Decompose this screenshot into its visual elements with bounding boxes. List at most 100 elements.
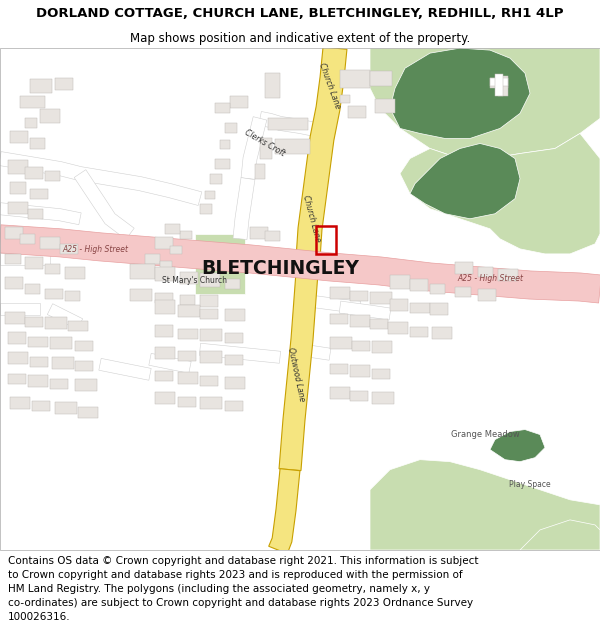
Bar <box>40 237 60 249</box>
Bar <box>78 408 98 418</box>
Bar <box>265 73 280 98</box>
Text: DORLAND COTTAGE, CHURCH LANE, BLETCHINGLEY, REDHILL, RH1 4LP: DORLAND COTTAGE, CHURCH LANE, BLETCHINGL… <box>36 7 564 20</box>
Bar <box>40 109 60 123</box>
Bar <box>178 372 198 384</box>
Bar <box>200 329 222 341</box>
Bar <box>478 289 496 301</box>
Polygon shape <box>0 202 81 224</box>
Bar <box>330 338 352 349</box>
Bar <box>180 295 195 305</box>
Bar <box>75 341 93 351</box>
Bar <box>52 357 74 369</box>
Polygon shape <box>279 258 319 471</box>
Text: Grange Meadow: Grange Meadow <box>451 430 520 439</box>
Bar <box>352 341 370 351</box>
Bar <box>230 96 248 108</box>
Bar <box>25 284 40 294</box>
Bar <box>215 159 230 169</box>
Bar <box>275 139 310 154</box>
Bar <box>25 167 43 179</box>
Text: A25 - High Street: A25 - High Street <box>457 274 523 284</box>
Bar <box>200 376 218 386</box>
Bar <box>28 376 48 388</box>
Bar <box>316 226 336 254</box>
Bar <box>30 189 48 199</box>
Bar <box>160 261 172 269</box>
Bar <box>65 267 85 279</box>
Polygon shape <box>199 343 281 363</box>
Bar <box>210 174 222 184</box>
Bar <box>55 78 73 90</box>
Bar <box>50 338 72 349</box>
Polygon shape <box>233 177 255 239</box>
Polygon shape <box>490 429 545 462</box>
Bar <box>225 401 243 411</box>
Bar <box>60 244 78 254</box>
Bar <box>25 317 43 327</box>
Bar <box>200 273 220 287</box>
Bar <box>330 364 348 374</box>
Bar <box>430 284 445 294</box>
Polygon shape <box>390 48 530 139</box>
Polygon shape <box>0 253 50 265</box>
Polygon shape <box>47 304 83 329</box>
Polygon shape <box>99 358 151 380</box>
Bar <box>265 231 280 241</box>
Bar <box>25 118 37 128</box>
Bar <box>155 300 175 314</box>
Bar <box>250 227 268 239</box>
Bar <box>455 287 471 297</box>
Text: HM Land Registry. The polygons (including the associated geometry, namely x, y: HM Land Registry. The polygons (includin… <box>8 584 430 594</box>
Bar <box>410 279 428 291</box>
Bar <box>490 78 508 88</box>
Bar <box>268 118 308 131</box>
Bar <box>45 289 63 299</box>
Bar <box>178 398 196 408</box>
Polygon shape <box>259 111 337 141</box>
Bar <box>375 99 395 113</box>
Text: Map shows position and indicative extent of the property.: Map shows position and indicative extent… <box>130 32 470 45</box>
Bar <box>372 341 392 353</box>
Text: Clerks Croft: Clerks Croft <box>244 128 287 159</box>
Text: to Crown copyright and database rights 2023 and is reproduced with the permissio: to Crown copyright and database rights 2… <box>8 570 463 580</box>
Bar <box>348 106 366 118</box>
Bar <box>200 204 212 214</box>
Bar <box>498 76 508 96</box>
Polygon shape <box>294 343 331 360</box>
Bar <box>200 295 218 307</box>
Bar <box>330 287 350 299</box>
Bar <box>495 74 503 96</box>
Bar <box>55 402 77 414</box>
Polygon shape <box>370 48 600 159</box>
Text: 100026316.: 100026316. <box>8 611 70 621</box>
Bar <box>32 401 50 411</box>
Text: BLETCHINGLEY: BLETCHINGLEY <box>201 259 359 279</box>
Polygon shape <box>520 520 600 550</box>
Bar <box>478 267 493 277</box>
Bar <box>25 257 43 269</box>
Bar <box>200 398 222 409</box>
Bar <box>220 141 230 149</box>
Bar <box>45 264 60 274</box>
Bar <box>370 71 392 86</box>
Bar <box>155 237 173 249</box>
Bar <box>155 371 173 381</box>
Bar <box>130 289 152 301</box>
Bar <box>5 227 23 239</box>
Bar <box>330 388 350 399</box>
Bar <box>75 379 97 391</box>
Bar <box>350 365 370 378</box>
Bar <box>410 303 430 313</box>
Polygon shape <box>410 144 520 219</box>
Bar <box>65 291 80 301</box>
Bar <box>28 338 48 348</box>
Bar <box>5 254 21 264</box>
Bar <box>178 351 196 361</box>
Bar <box>8 352 28 364</box>
Bar <box>350 391 368 401</box>
Bar <box>205 191 215 199</box>
Bar <box>225 378 245 389</box>
Bar <box>255 164 265 179</box>
Bar <box>388 322 408 334</box>
Bar <box>215 103 230 113</box>
